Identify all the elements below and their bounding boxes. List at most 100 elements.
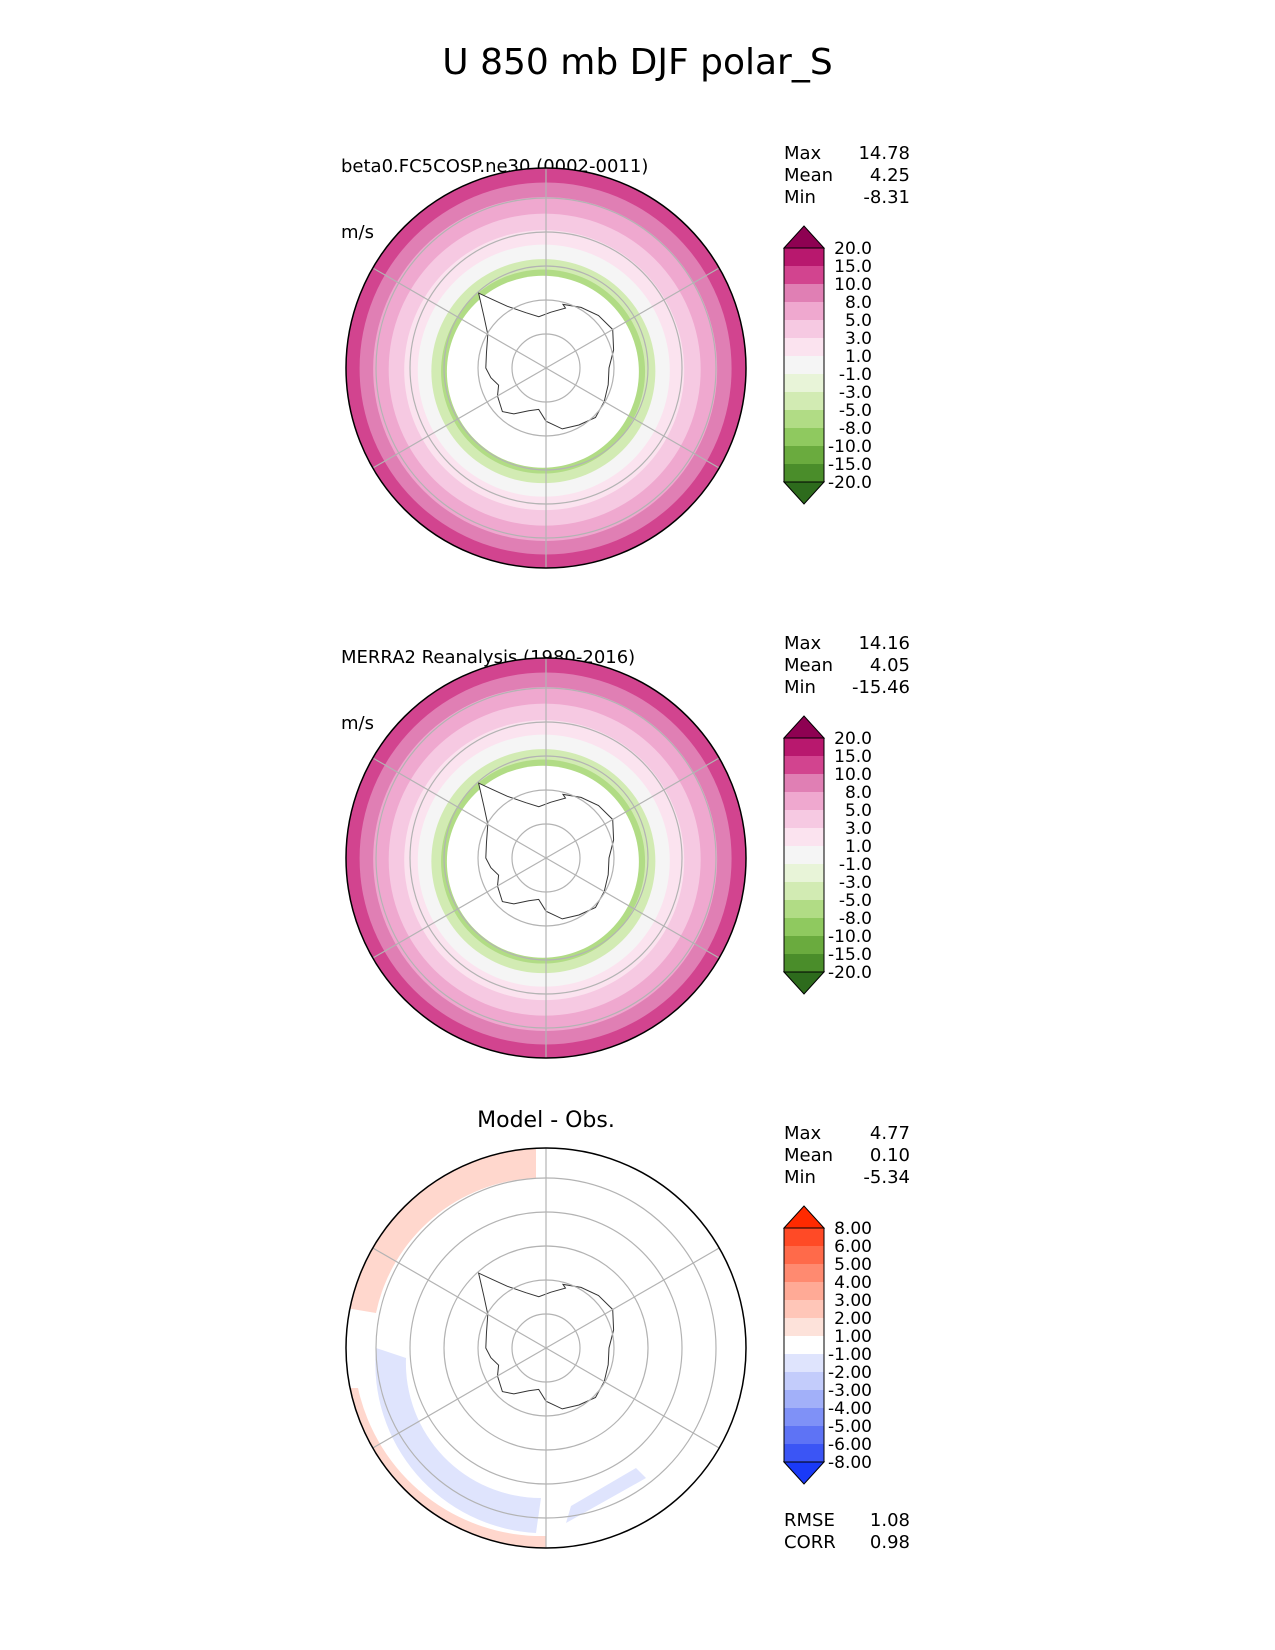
negative-anomaly [566,1468,646,1523]
colorbar-cell [784,954,824,972]
colorbar-frame [783,737,825,973]
colorbar-cell [784,338,824,356]
meridian-line [372,367,547,469]
stat-value: -15.46 [851,677,910,698]
colorbar-tick-label: 5.00 [834,1255,872,1275]
colorbar-extend-top [782,225,826,249]
colorbar-tick-label: -1.0 [839,365,872,385]
colorbar-cell [784,1444,824,1462]
colorbar-tick-label: 6.00 [834,1237,872,1257]
meridian-line [545,1247,720,1349]
colorbar-cell [784,1228,824,1246]
colorbar-cell [784,738,824,756]
figure-title: U 850 mb DJF polar_S [442,42,833,83]
colorbar-tick-label: 20.0 [834,239,872,259]
colorbar-frame [783,247,825,483]
colorbar-cell [784,248,824,266]
stat-value: 1.08 [869,1510,910,1531]
colorbar-tick-label: -5.0 [839,401,872,421]
colorbar-cell [784,356,824,374]
stat-label: RMSE [784,1510,835,1531]
colorbar-tick-label: 1.0 [845,347,872,367]
colorbar-tick-label: -10.0 [828,927,872,947]
stat-label: Max [784,143,822,164]
meridian-line [372,1347,547,1449]
map-field [346,1148,746,1548]
map-boundary [345,167,747,569]
panel-model-stats: Max 14.78 Mean 4.25 Min -8.31 [784,143,910,209]
colorbar-tick-label: -8.00 [828,1453,872,1473]
colorbar-cell [784,810,824,828]
colorbar-cell [784,1318,824,1336]
colorbar-extend-top [782,1205,826,1229]
colorbar-cell [784,1408,824,1426]
stat-label: Mean [784,655,834,676]
colorbar-tick-label: -8.0 [839,419,872,439]
colorbar-cell [784,320,824,338]
colorbar-frame [783,1227,825,1463]
stat-label: Max [784,633,822,654]
colorbar-tick-label: 5.0 [845,801,872,821]
stat-label: Min [784,187,816,208]
meridian-line [372,757,547,859]
meridian-line [372,857,547,959]
colorbar-cell [784,936,824,954]
colorbar-cell [784,302,824,320]
colorbar-tick-label: -20.0 [828,963,872,983]
panel-model-map [345,167,747,569]
meridian-line [372,267,547,369]
colorbar-extend-bottom [782,481,826,505]
stat-value: 14.78 [858,143,910,164]
stat-label: Min [784,1167,816,1188]
colorbar-tick-label: 5.0 [845,311,872,331]
panel-diff-stats: Max 4.77 Mean 0.10 Min -5.34 [784,1123,910,1189]
colorbar-extend-bottom [782,1461,826,1485]
colorbar-cell [784,1426,824,1444]
panel-model-units: m/s [341,222,374,243]
colorbar-cell [784,266,824,284]
colorbar-cell [784,900,824,918]
panel-diff-error-stats: RMSE 1.08 CORR 0.98 [784,1510,910,1554]
colorbar-cell [784,864,824,882]
meridian-line [545,757,720,859]
map-boundary [345,657,747,1059]
colorbar-tick-label: 1.0 [845,837,872,857]
colorbar-extend-top [782,715,826,739]
meridian-line [545,267,720,369]
meridian-line [545,1347,720,1449]
colorbar-cell [784,1372,824,1390]
colorbar-cell [784,1390,824,1408]
stat-value: 4.25 [869,165,910,186]
colorbar-cell [784,446,824,464]
colorbar-tick-label: -5.00 [828,1417,872,1437]
colorbar-cell [784,392,824,410]
colorbar-tick-label: -3.0 [839,873,872,893]
colorbar-cell [784,464,824,482]
colorbar-tick-label: 10.0 [834,275,872,295]
colorbar-cell [784,1354,824,1372]
meridian-line [372,1247,547,1349]
map-field [346,168,746,568]
panel-obs-subtitle: MERRA2 Reanalysis (1980-2016) m/s [341,603,635,757]
colorbar-tick-label: 1.00 [834,1327,872,1347]
colorbar-cell [784,918,824,936]
colorbar-tick-label: 3.00 [834,1291,872,1311]
stat-value: 0.10 [869,1145,910,1166]
stat-label: Mean [784,165,834,186]
stat-value: 4.05 [869,655,910,676]
colorbar-tick-label: -4.00 [828,1399,872,1419]
colorbar-cell [784,410,824,428]
panel-obs-map [345,657,747,1059]
colorbar-tick-label: -2.00 [828,1363,872,1383]
colorbar-cell [784,428,824,446]
meridian-line [545,367,720,469]
colorbar-tick-label: 4.00 [834,1273,872,1293]
stat-value: 4.77 [869,1123,910,1144]
colorbar-tick-label: -10.0 [828,437,872,457]
colorbar-tick-label: -1.00 [828,1345,872,1365]
colorbar-cell [784,374,824,392]
colorbar-cell [784,792,824,810]
panel-obs-colorbar: 20.015.010.08.05.03.01.0-1.0-3.0-5.0-8.0… [782,715,872,995]
stat-label: Min [784,677,816,698]
colorbar-tick-label: 3.0 [845,819,872,839]
